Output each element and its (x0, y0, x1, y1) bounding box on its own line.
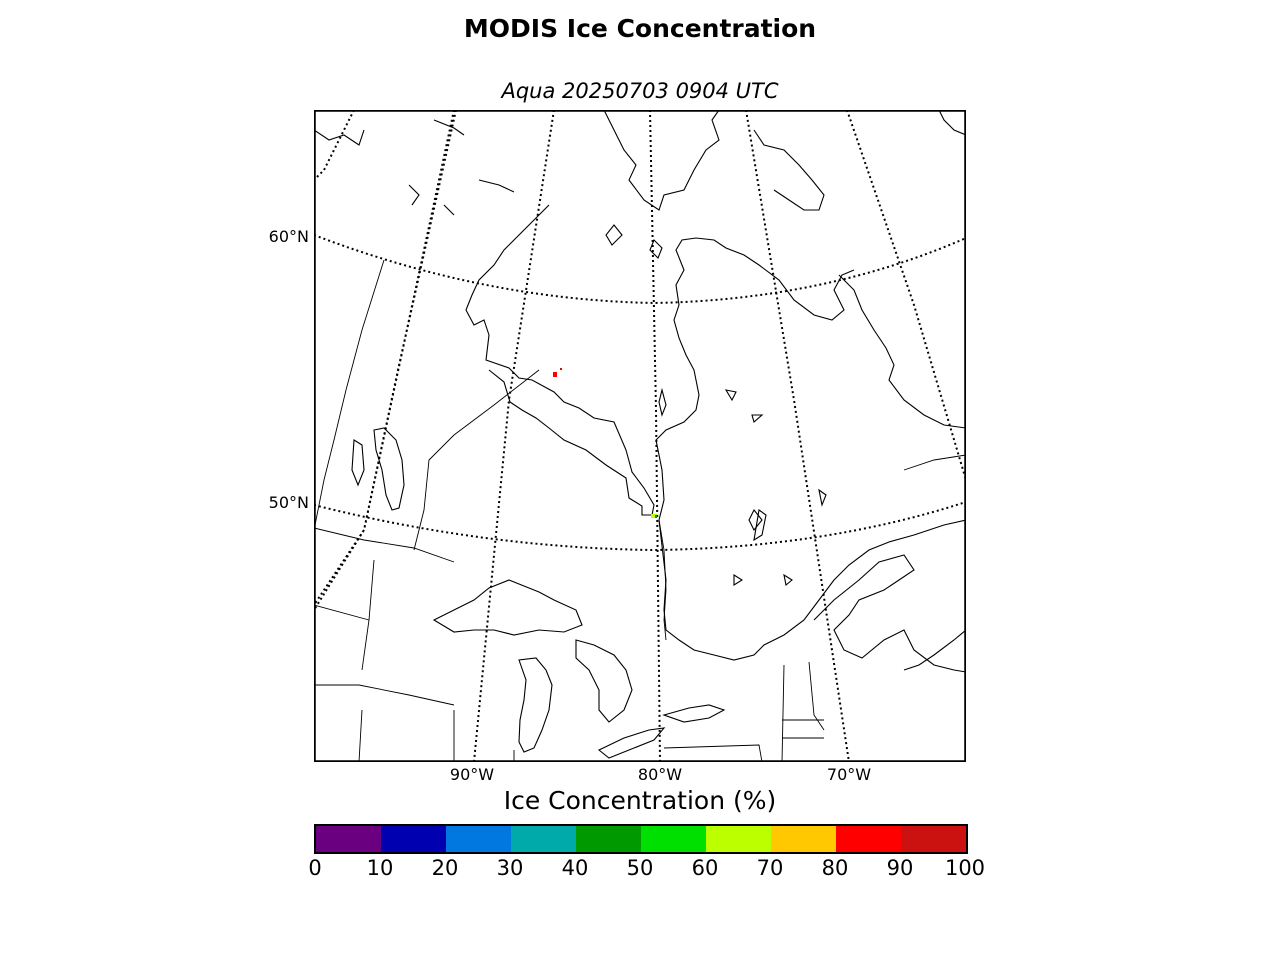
james-bay-east-coast (655, 237, 855, 521)
ne-islands (938, 110, 966, 136)
ice-pixel-dgreen (655, 515, 657, 518)
colorbar-segment-4 (576, 826, 641, 852)
colorbar-segment-3 (511, 826, 576, 852)
map-svg (314, 110, 966, 762)
colorbar (314, 824, 968, 854)
colorbar-tick-label: 90 (886, 856, 914, 880)
colorbar-tick-label: 0 (308, 856, 322, 880)
ice-pixel-red-2 (560, 368, 562, 370)
gaspe-maritimes-coast (813, 554, 966, 673)
colorbar-segment-5 (641, 826, 706, 852)
lake-ontario (662, 704, 726, 723)
colorbar-tick-label: 70 (756, 856, 784, 880)
st-lawrence-north-shore (658, 519, 966, 661)
figure-title: MODIS Ice Concentration (463, 14, 817, 43)
colorbar-segment-6 (706, 826, 771, 852)
colorbar-segment-8 (836, 826, 901, 852)
map-border (314, 110, 966, 762)
meridian-100w (314, 110, 355, 181)
labrador-coast (838, 274, 966, 429)
lon-label-70w: 70°W (826, 765, 872, 784)
parallel-60n (314, 234, 966, 305)
hudson-bay-west-coast (465, 204, 655, 516)
figure-subtitle: Aqua 20250703 0904 UTC (501, 79, 779, 103)
colorbar-tick-label: 20 (431, 856, 459, 880)
lat-label-50n: 50°N (268, 493, 309, 512)
ice-pixels (553, 368, 657, 518)
meridian-80w (649, 110, 661, 762)
border-us-states (314, 559, 825, 762)
lake-superior (432, 579, 583, 636)
ice-pixel-red (553, 372, 557, 377)
colorbar-tick-label: 30 (496, 856, 524, 880)
meridian-85w (473, 110, 555, 762)
lake-mistassini (753, 509, 767, 542)
border-manitoba-saskatchewan (314, 259, 385, 531)
lake-erie (597, 727, 666, 759)
border-quebec-labrador (903, 454, 966, 471)
border-ontario-quebec (658, 519, 667, 641)
meridian-75w (745, 110, 850, 762)
colorbar-tick-label: 10 (366, 856, 394, 880)
ice-pixel-green (651, 514, 657, 518)
meridian-90w (314, 110, 457, 611)
nova-scotia (903, 629, 966, 671)
lake-huron (575, 639, 633, 723)
meridian-70w (846, 110, 966, 481)
map-panel (314, 110, 966, 762)
parallel-50n (314, 501, 966, 552)
lake-winnipeg (373, 427, 405, 511)
mansel-coats-islands (605, 224, 663, 259)
lake-manitoba (351, 439, 365, 487)
colorbar-tick-label: 80 (821, 856, 849, 880)
colorbar-label: Ice Concentration (%) (503, 786, 777, 815)
belcher-islands (658, 387, 667, 417)
baffin-island (603, 110, 720, 211)
lon-label-90w: 90°W (449, 765, 495, 784)
colorbar-segment-2 (446, 826, 511, 852)
lon-label-80w: 80°W (637, 765, 683, 784)
colorbar-tick-label: 100 (944, 856, 986, 880)
arctic-islands (314, 119, 515, 216)
colorbar-tick-label: 50 (626, 856, 654, 880)
ungava-bay (753, 129, 825, 211)
border-canada-usa (314, 527, 455, 563)
colorbar-tick-label: 40 (561, 856, 589, 880)
border-manitoba-ontario (413, 369, 540, 551)
colorbar-segment-0 (316, 826, 381, 852)
colorbar-segment-7 (771, 826, 836, 852)
lat-label-60n: 60°N (268, 227, 309, 246)
lake-michigan (518, 657, 553, 753)
quebec-lakes (724, 389, 827, 587)
colorbar-segment-9 (901, 826, 966, 852)
colorbar-tick-label: 60 (691, 856, 719, 880)
colorbar-segment-1 (381, 826, 446, 852)
